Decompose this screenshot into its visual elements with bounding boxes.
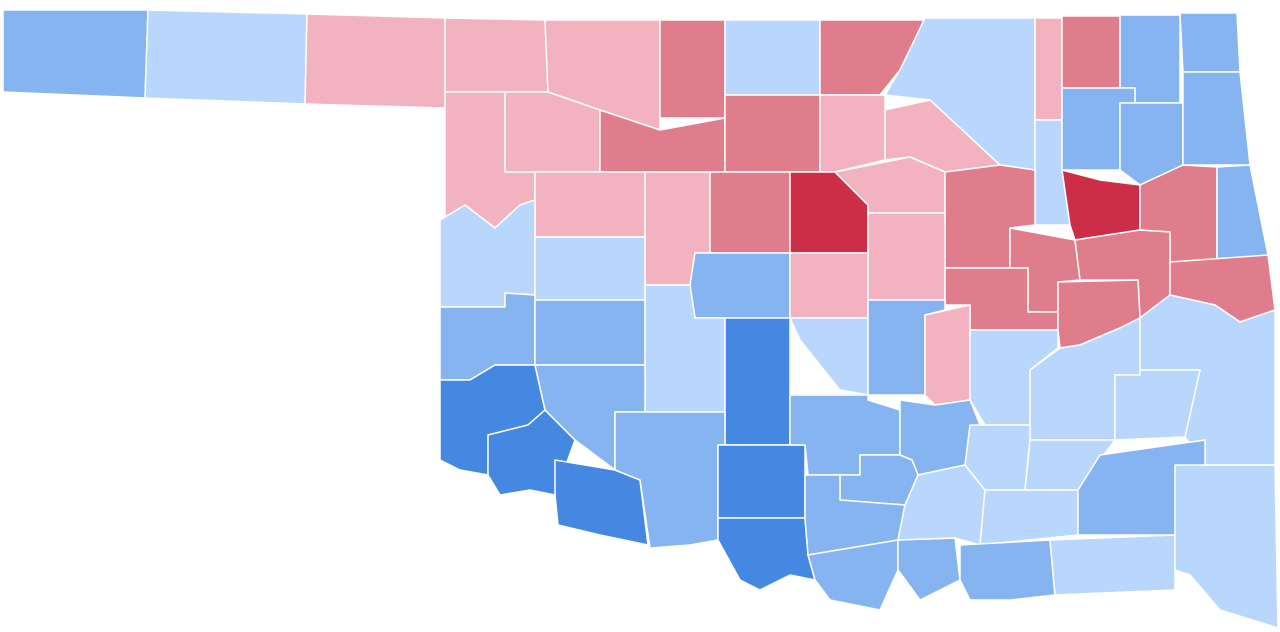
county [979, 489, 1079, 546]
county [689, 252, 791, 326]
county [717, 444, 806, 519]
county [1049, 534, 1176, 596]
county [534, 299, 646, 366]
county [717, 517, 816, 591]
county [724, 19, 821, 96]
county [1061, 15, 1121, 89]
county [534, 171, 646, 238]
county [789, 252, 869, 319]
county [1034, 17, 1063, 121]
county [867, 212, 946, 301]
county [1179, 12, 1241, 73]
county [534, 236, 646, 301]
county [959, 539, 1056, 601]
county [1061, 169, 1141, 241]
county [599, 109, 726, 173]
county [659, 19, 726, 119]
county [789, 317, 869, 396]
county [1114, 369, 1201, 441]
county [304, 13, 446, 109]
county [1216, 164, 1269, 263]
county [724, 94, 821, 173]
county [897, 537, 961, 601]
county [2, 9, 149, 99]
county [144, 9, 308, 105]
county [1174, 464, 1279, 629]
county [819, 94, 886, 173]
county [819, 19, 926, 96]
county [444, 17, 549, 93]
county [614, 411, 726, 549]
county [1182, 71, 1251, 166]
county [724, 317, 791, 446]
county [924, 304, 971, 406]
county [709, 171, 791, 254]
